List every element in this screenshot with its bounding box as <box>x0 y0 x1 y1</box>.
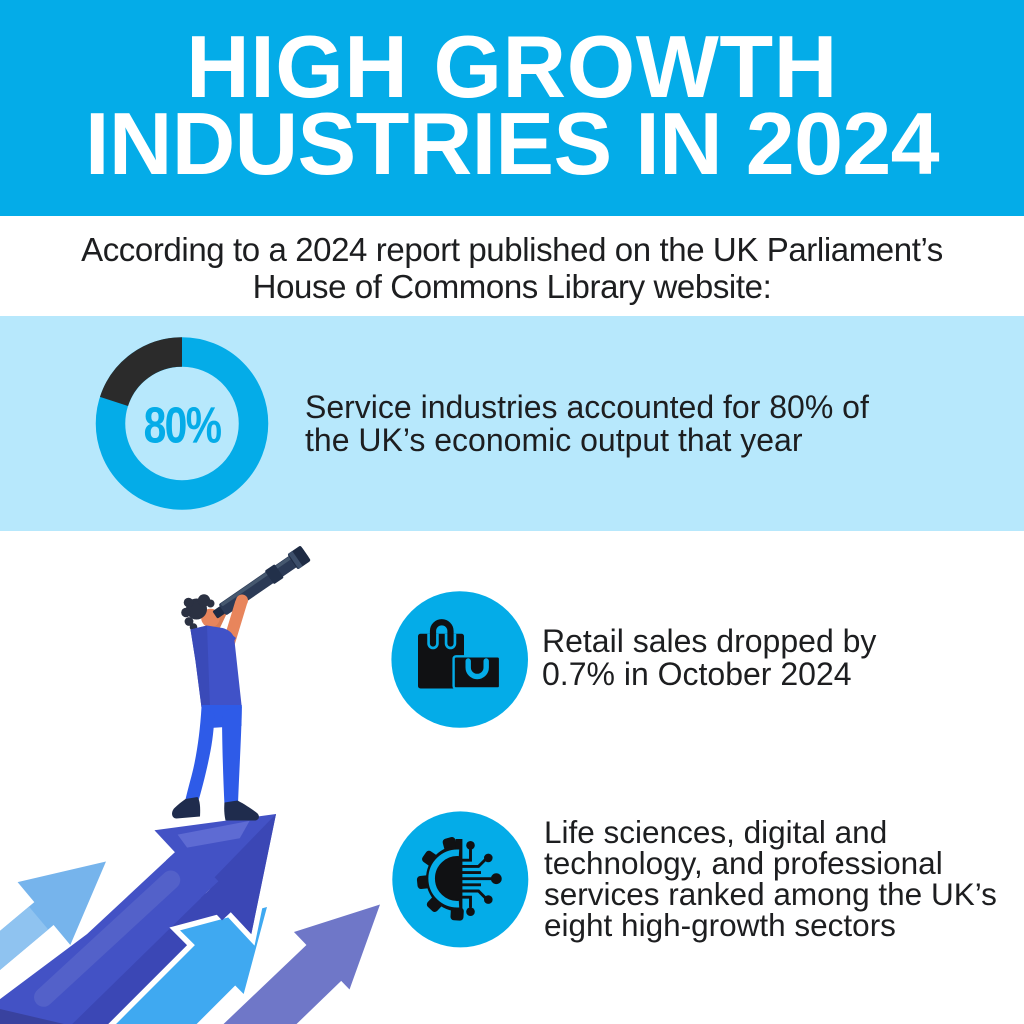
svg-text:80%: 80% <box>144 396 222 453</box>
